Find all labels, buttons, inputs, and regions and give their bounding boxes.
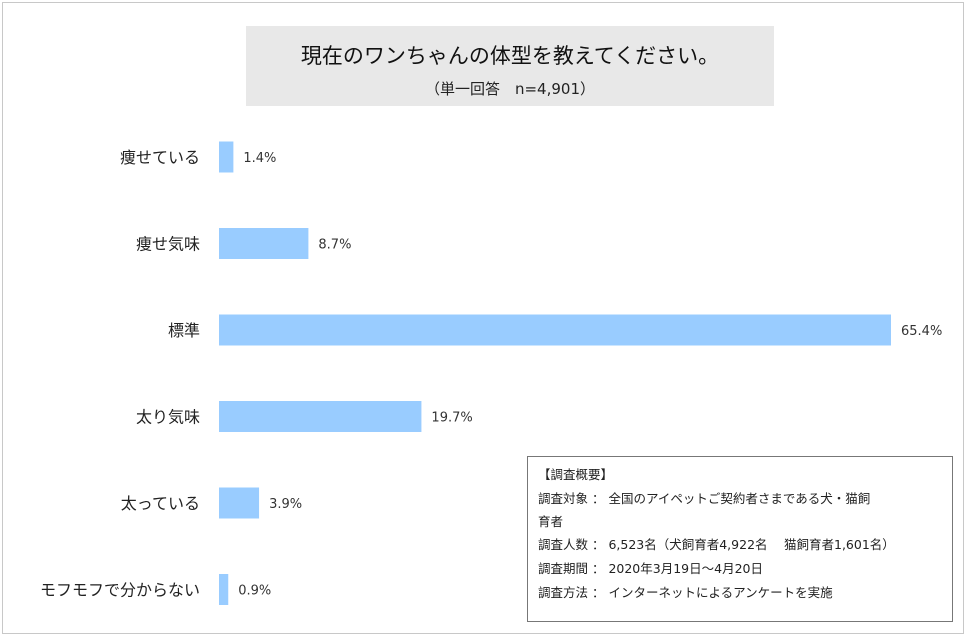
bar [219, 228, 309, 259]
survey-summary-box: 【調査概要】 調査対象 ： 全国のアイペットご契約者さまである犬・猫飼 育者 調… [527, 456, 953, 622]
value-label: 1.4% [243, 151, 276, 166]
category-label: モフモフで分からない [40, 581, 200, 600]
category-label: 標準 [168, 321, 200, 340]
summary-heading: 【調査概要】 [538, 467, 614, 482]
bar [219, 401, 422, 432]
category-label: 痩せ気味 [136, 235, 200, 254]
bar [219, 141, 234, 173]
summary-method: 調査方法 ： インターネットによるアンケートを実施 [538, 585, 833, 600]
value-label: 65.4% [901, 324, 942, 339]
category-label: 太り気味 [136, 408, 200, 427]
category-label: 太っている [121, 494, 200, 513]
value-label: 0.9% [238, 584, 271, 599]
summary-count: 調査人数 ： 6,523名（犬飼育者4,922名 猫飼育者1,601名） [538, 537, 895, 552]
bar [219, 314, 891, 346]
summary-target: 調査対象 ： 全国のアイペットご契約者さまである犬・猫飼 [538, 491, 871, 506]
value-label: 19.7% [431, 411, 472, 426]
bar [219, 574, 229, 605]
category-label: 痩せている [120, 148, 200, 167]
summary-period: 調査期間 ： 2020年3月19日～4月20日 [538, 561, 763, 576]
title-box: 現在のワンちゃんの体型を教えてください。 （単一回答 n=4,901） [246, 26, 774, 106]
value-label: 8.7% [318, 238, 351, 253]
chart-title: 現在のワンちゃんの体型を教えてください。 [300, 44, 720, 68]
chart-subtitle: （単一回答 n=4,901） [424, 80, 596, 98]
summary-target-continued: 育者 [538, 514, 564, 529]
value-label: 3.9% [269, 497, 302, 512]
bar [219, 487, 260, 519]
